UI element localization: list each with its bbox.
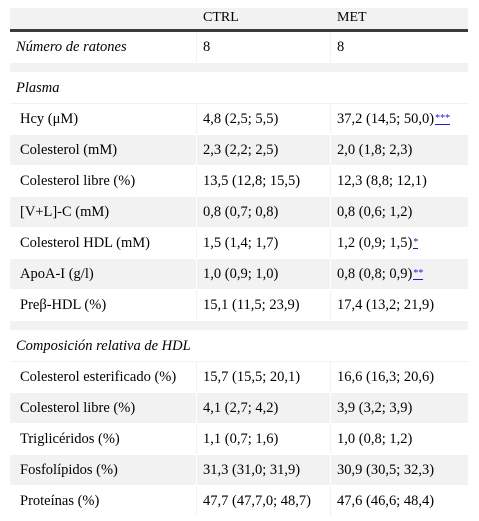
row-met-value: 1,2 (0,9; 1,5) <box>337 234 413 251</box>
plasma-rows: Hcy (μM) 4,8 (2,5; 5,5) 37,2 (14,5; 50,0) *… <box>10 104 468 321</box>
row-ctrl-value: 2,3 (2,2; 2,5) <box>196 135 330 165</box>
spacer-row <box>10 321 468 331</box>
row-ctrl-value: 15,1 (11,5; 23,9) <box>196 290 330 320</box>
row-label: Colesterol libre (%) <box>20 172 136 189</box>
row-met-value: 8 <box>330 32 468 62</box>
table-row: Proteínas (%) 47,7 (47,7,0; 48,7) 47,6 (46… <box>10 486 468 517</box>
row-ctrl-value: 47,7 (47,7,0; 48,7) <box>196 486 330 516</box>
row-label: Proteínas (%) <box>20 492 100 509</box>
row-label: Preβ-HDL (%) <box>20 296 107 313</box>
row-label: ApoA-I (g/l) <box>20 265 94 282</box>
table-row-mice: Número de ratones 8 8 <box>10 32 468 63</box>
row-met-cell: 0,8 (0,8; 0,9) ** <box>330 259 468 289</box>
section-header-plasma: Plasma <box>10 73 468 104</box>
row-ctrl-value: 4,1 (2,7; 4,2) <box>196 393 330 423</box>
header-cell-met: MET <box>330 8 468 29</box>
row-ctrl-value: 0,8 (0,7; 0,8) <box>196 197 330 227</box>
row-label: Colesterol libre (%) <box>20 399 136 416</box>
row-met-cell: 2,0 (1,8; 2,3) <box>330 135 468 165</box>
row-met-value: 30,9 (30,5; 32,3) <box>337 461 435 478</box>
table-row: Colesterol HDL (mM) 1,5 (1,4; 1,7) 1,2 (0,… <box>10 228 468 259</box>
row-met-cell: 47,6 (46,6; 48,4) <box>330 486 468 516</box>
hdl-rows: Colesterol esterificado (%) 15,7 (15,5; 2… <box>10 362 468 517</box>
table-row: Colesterol esterificado (%) 15,7 (15,5; 2… <box>10 362 468 393</box>
header-cell-ctrl: CTRL <box>196 8 330 29</box>
row-met-cell: 30,9 (30,5; 32,3) <box>330 455 468 485</box>
row-met-value: 12,3 (8,8; 12,1) <box>337 172 427 189</box>
table-row: Hcy (μM) 4,8 (2,5; 5,5) 37,2 (14,5; 50,0) *… <box>10 104 468 135</box>
row-met-value: 1,0 (0,8; 1,2) <box>337 430 413 447</box>
header-cell-empty <box>10 8 196 29</box>
row-label: Colesterol (mM) <box>20 141 118 158</box>
table-row: Colesterol libre (%) 4,1 (2,7; 4,2) 3,9 (3… <box>10 393 468 424</box>
significance-link[interactable]: *** <box>435 112 451 125</box>
row-ctrl-value: 8 <box>196 32 330 62</box>
spacer-row <box>10 63 468 73</box>
row-ctrl-value: 1,0 (0,9; 1,0) <box>196 259 330 289</box>
table-row: ApoA-I (g/l) 1,0 (0,9; 1,0) 0,8 (0,8; 0,9)… <box>10 259 468 290</box>
row-label: Hcy (μM) <box>20 110 79 127</box>
row-ctrl-value: 31,3 (31,0; 31,9) <box>196 455 330 485</box>
table-header: CTRL MET <box>10 8 468 32</box>
section-header-hdl: Composición relativa de HDL <box>10 331 468 362</box>
row-met-cell: 16,6 (16,3; 20,6) <box>330 362 468 392</box>
row-met-value: 17,4 (13,2; 21,9) <box>337 296 435 313</box>
row-met-value: 0,8 (0,6; 1,2) <box>337 203 413 220</box>
table-row: Colesterol (mM) 2,3 (2,2; 2,5) 2,0 (1,8; 2… <box>10 135 468 166</box>
row-ctrl-value: 1,5 (1,4; 1,7) <box>196 228 330 258</box>
significance-link[interactable]: ** <box>413 267 424 280</box>
table-row: Colesterol libre (%) 13,5 (12,8; 15,5) 12,… <box>10 166 468 197</box>
row-met-cell: 1,2 (0,9; 1,5) * <box>330 228 468 258</box>
row-label: Número de ratones <box>16 38 127 55</box>
row-met-value: 37,2 (14,5; 50,0) <box>337 110 435 127</box>
row-met-value: 47,6 (46,6; 48,4) <box>337 492 435 509</box>
row-label: Fosfolípidos (%) <box>20 461 118 478</box>
row-ctrl-value: 4,8 (2,5; 5,5) <box>196 104 330 134</box>
table-row: Triglicéridos (%) 1,1 (0,7; 1,6) 1,0 (0,8;… <box>10 424 468 455</box>
row-met-value: 2,0 (1,8; 2,3) <box>337 141 413 158</box>
row-label: Colesterol HDL (mM) <box>20 234 150 251</box>
row-label: [V+L]-C (mM) <box>20 203 110 220</box>
data-table: CTRL MET Número de ratones 8 8 Plasma Hc… <box>10 8 468 517</box>
table-row: Preβ-HDL (%) 15,1 (11,5; 23,9) 17,4 (13,2;… <box>10 290 468 321</box>
row-met-value: 3,9 (3,2; 3,9) <box>337 399 413 416</box>
row-label: Triglicéridos (%) <box>20 430 120 447</box>
row-met-cell: 37,2 (14,5; 50,0) *** <box>330 104 468 134</box>
table-row: Fosfolípidos (%) 31,3 (31,0; 31,9) 30,9 (3… <box>10 455 468 486</box>
row-ctrl-value: 13,5 (12,8; 15,5) <box>196 166 330 196</box>
section-title: Composición relativa de HDL <box>16 337 191 354</box>
row-met-cell: 0,8 (0,6; 1,2) <box>330 197 468 227</box>
row-met-cell: 3,9 (3,2; 3,9) <box>330 393 468 423</box>
row-ctrl-value: 15,7 (15,5; 20,1) <box>196 362 330 392</box>
section-title: Plasma <box>16 79 60 96</box>
row-label: Colesterol esterificado (%) <box>20 368 177 385</box>
row-met-value: 16,6 (16,3; 20,6) <box>337 368 435 385</box>
row-met-cell: 17,4 (13,2; 21,9) <box>330 290 468 320</box>
row-ctrl-value: 1,1 (0,7; 1,6) <box>196 424 330 454</box>
row-met-cell: 12,3 (8,8; 12,1) <box>330 166 468 196</box>
row-met-value: 0,8 (0,8; 0,9) <box>337 265 413 282</box>
table-row: [V+L]-C (mM) 0,8 (0,7; 0,8) 0,8 (0,6; 1,2) <box>10 197 468 228</box>
significance-link[interactable]: * <box>413 236 419 249</box>
row-met-cell: 1,0 (0,8; 1,2) <box>330 424 468 454</box>
